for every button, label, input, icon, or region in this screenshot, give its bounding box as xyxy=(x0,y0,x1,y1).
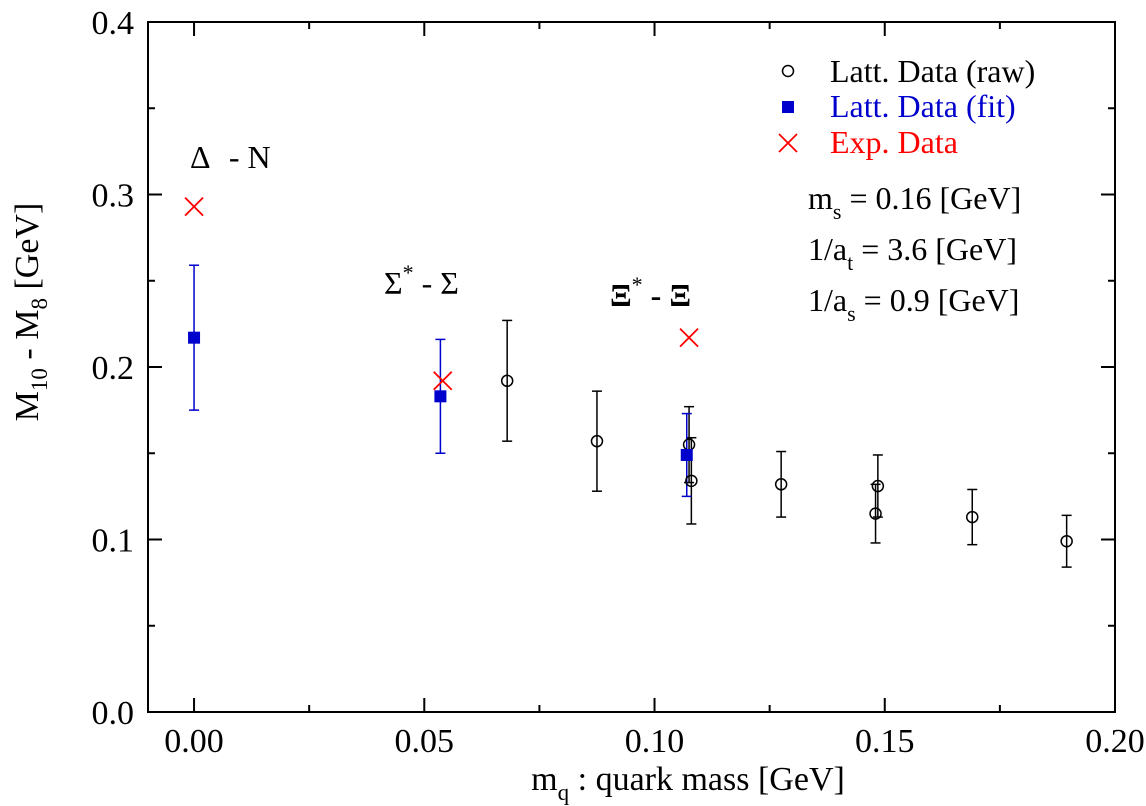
param-ms: ms = 0.16 [GeV] xyxy=(808,180,1021,224)
legend-marker-fit xyxy=(782,101,794,113)
param-ms-pre: m xyxy=(808,180,833,216)
ticks-group xyxy=(148,21,1116,713)
point-fit xyxy=(188,331,201,344)
param-as-post: = 0.9 [GeV] xyxy=(856,282,1020,318)
annotation-sigma-star: * xyxy=(403,260,414,285)
annotation-sigma: Σ* - Σ xyxy=(384,260,459,301)
param-ms-post: = 0.16 [GeV] xyxy=(841,180,1021,216)
annotation-xi-symbol: Ξ xyxy=(610,277,632,313)
point-fit xyxy=(434,390,447,403)
point-raw xyxy=(871,479,885,493)
param-at: 1/at = 3.6 [GeV] xyxy=(808,231,1017,275)
annotation-delta-n: Δ - N xyxy=(190,139,271,175)
param-at-post: = 3.6 [GeV] xyxy=(853,231,1017,267)
point-exp-stroke xyxy=(433,371,453,391)
plot-frame xyxy=(147,21,1116,713)
x-axis-label-sub: q xyxy=(558,780,570,805)
legend-symbol xyxy=(781,64,795,78)
point-raw xyxy=(1060,534,1073,548)
legend-marker-exp xyxy=(778,133,798,153)
legend-symbol-stroke xyxy=(778,133,798,153)
x-axis-label-rest: : quark mass [GeV] xyxy=(569,761,845,798)
x-axis-label-main: m xyxy=(531,761,557,798)
x-tick-label: 0.10 xyxy=(625,723,685,760)
point-raw xyxy=(590,434,604,448)
x-tick-label: 0.05 xyxy=(395,723,455,760)
param-as-sub: s xyxy=(847,301,856,326)
y-axis-label: M10 - M8 [GeV] xyxy=(9,203,52,422)
point-fit xyxy=(680,448,693,461)
legend-symbol xyxy=(778,133,798,153)
param-as: 1/as = 0.9 [GeV] xyxy=(808,282,1019,326)
point-raw xyxy=(774,478,788,491)
point-exp-stroke xyxy=(679,328,699,348)
y-axis-label-s1: 10 xyxy=(27,368,52,391)
point-raw xyxy=(869,507,882,520)
legend-label-raw: Latt. Data (raw) xyxy=(830,53,1035,89)
annotation-xi-rest: - Ξ xyxy=(643,277,691,313)
y-tick-label: 0.4 xyxy=(92,5,135,42)
point-raw xyxy=(500,374,514,388)
point-raw xyxy=(966,510,979,524)
legend: Latt. Data (raw) Latt. Data (fit) Exp. D… xyxy=(778,53,1035,160)
x-tick-label: 0.15 xyxy=(855,723,915,760)
annotation-sigma-symbol: Σ xyxy=(384,265,403,301)
point-exp xyxy=(433,371,453,391)
y-axis-label-s2: 8 xyxy=(27,298,52,310)
param-as-pre: 1/a xyxy=(808,282,847,318)
point-raw xyxy=(685,474,698,488)
legend-marker-raw xyxy=(781,64,795,78)
y-tick-label: 0.1 xyxy=(92,523,135,560)
axes-group xyxy=(147,21,1116,713)
x-tick-label: 0.00 xyxy=(164,723,224,760)
annotation-sigma-rest: - Σ xyxy=(414,265,459,301)
point-exp xyxy=(184,196,204,217)
y-tick-label: 0.2 xyxy=(92,350,135,387)
tick-labels-group: 0.00 0.05 0.10 0.15 0.20 0.0 0.1 0.2 0.3 0.4 xyxy=(92,5,1145,760)
y-tick-label: 0.0 xyxy=(92,695,135,732)
y-axis-label-p2: - M xyxy=(9,310,46,369)
x-axis-label: mq : quark mass [GeV] xyxy=(531,761,845,805)
param-at-pre: 1/a xyxy=(808,231,847,267)
markers-group xyxy=(184,196,1073,548)
legend-label-exp: Exp. Data xyxy=(830,124,958,160)
y-axis-label-p1: M xyxy=(9,391,46,421)
legend-symbol xyxy=(782,101,794,113)
point-exp xyxy=(679,328,699,348)
x-tick-label: 0.20 xyxy=(1085,723,1145,760)
y-axis-label-p3: [GeV] xyxy=(9,203,46,298)
param-ms-sub: s xyxy=(833,199,842,224)
annotation-delta-symbol: Δ xyxy=(190,139,210,175)
annotation-xi-star: * xyxy=(632,272,643,297)
annotation-xi: Ξ* - Ξ xyxy=(610,272,691,313)
param-at-sub: t xyxy=(847,250,853,275)
y-tick-label: 0.3 xyxy=(92,178,135,215)
legend-label-fit: Latt. Data (fit) xyxy=(830,88,1016,124)
point-exp-stroke xyxy=(184,196,204,217)
annotation-delta-rest: - N xyxy=(221,139,271,175)
